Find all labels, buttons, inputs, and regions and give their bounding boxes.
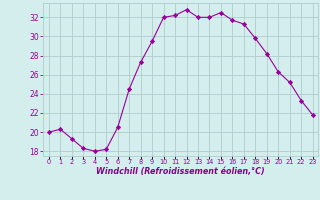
X-axis label: Windchill (Refroidissement éolien,°C): Windchill (Refroidissement éolien,°C) xyxy=(97,167,265,176)
